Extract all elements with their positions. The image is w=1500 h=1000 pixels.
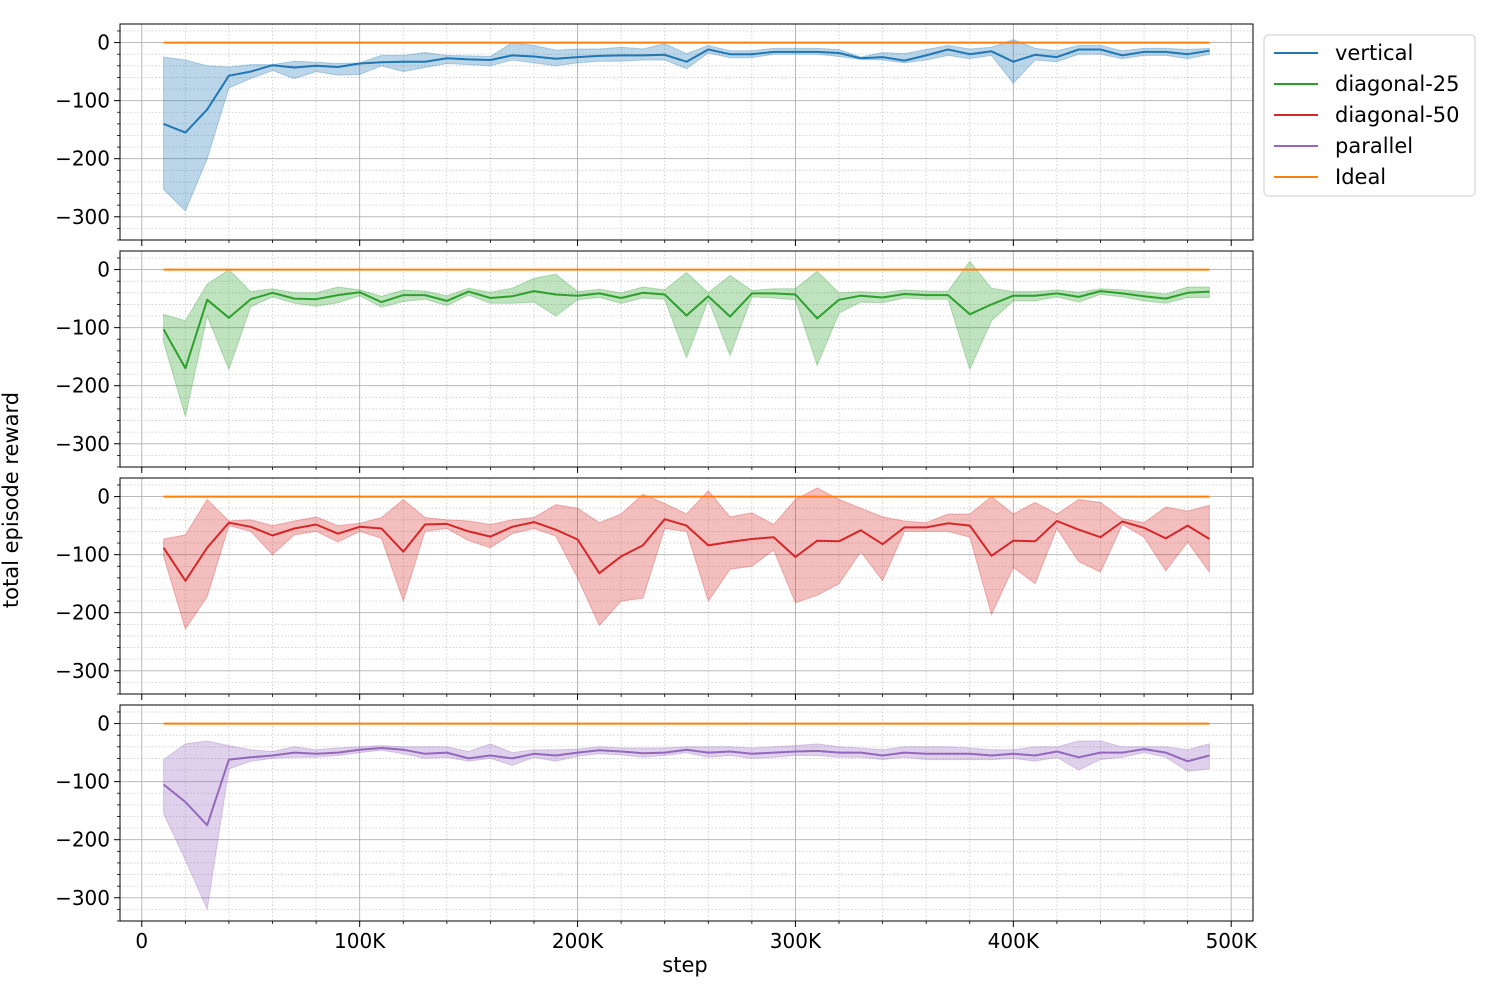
minor-grid <box>120 478 1253 695</box>
y-axis-label: total episode reward <box>0 392 23 608</box>
minor-grid <box>120 705 1253 922</box>
series-line-parallel <box>162 747 1210 827</box>
panel-frame <box>119 23 1254 241</box>
x-tick-label: 300K <box>770 929 822 953</box>
y-tick-label: 0 <box>97 31 110 55</box>
x-axis-label: step <box>662 953 707 977</box>
legend-label-vertical: vertical <box>1335 41 1413 65</box>
panel-frame <box>119 477 1254 695</box>
panel-diagonal-25: 0 −100 −200 −300 <box>55 250 1254 473</box>
y-tick-label: −100 <box>55 543 110 567</box>
y-tick-label: −300 <box>55 432 110 456</box>
y-tick-label: −300 <box>55 205 110 229</box>
y-tick-label: −300 <box>55 886 110 910</box>
panel-vertical: 0 −100 −200 −300 <box>55 23 1254 246</box>
minor-grid <box>120 251 1253 468</box>
x-tick-label: 400K <box>988 929 1040 953</box>
y-tick-label: −200 <box>55 147 110 171</box>
y-tick-label: −100 <box>55 89 110 113</box>
x-tick-label: 200K <box>552 929 604 953</box>
y-tick-label: 0 <box>97 712 110 736</box>
y-tick-label: 0 <box>97 485 110 509</box>
legend-box <box>1263 34 1476 197</box>
legend-label-Ideal: Ideal <box>1335 165 1386 189</box>
series-line-diagonal-50 <box>162 518 1210 582</box>
legend-label-diagonal-50: diagonal-50 <box>1335 103 1460 127</box>
y-tick-label: −100 <box>55 316 110 340</box>
panel-parallel: 0 −100 −200 −300 <box>55 704 1254 927</box>
band-diagonal-50 <box>163 487 1210 631</box>
legend-label-parallel: parallel <box>1335 134 1413 158</box>
series-line-diagonal-25 <box>162 290 1210 370</box>
chart-panels: 0−100−200−3000−100−200−3000−100−200−3000… <box>55 23 1254 927</box>
y-tick-label: 0 <box>97 258 110 282</box>
minor-grid <box>120 24 1253 241</box>
y-tick-label: −300 <box>55 659 110 683</box>
panel-frame <box>119 704 1254 922</box>
legend: vertical diagonal-25 diagonal-50 parallel Id… <box>1263 34 1476 197</box>
y-tick-label: −100 <box>55 770 110 794</box>
band-diagonal-25 <box>163 260 1210 417</box>
band-parallel <box>163 740 1210 912</box>
x-tick-label: 0 <box>135 929 148 953</box>
panel-frame <box>119 250 1254 468</box>
legend-label-diagonal-25: diagonal-25 <box>1335 72 1460 96</box>
y-tick-label: −200 <box>55 601 110 625</box>
x-tick-label: 100K <box>334 929 386 953</box>
series-line-vertical <box>163 48 1210 134</box>
major-grid <box>120 705 1253 921</box>
x-axis-tick-labels: 0 100K 200K 300K 400K 500K <box>135 929 1257 953</box>
y-tick-label: −200 <box>55 374 110 398</box>
y-tick-label: −200 <box>55 828 110 852</box>
x-tick-label: 500K <box>1206 929 1258 953</box>
panel-diagonal-50: 0 −100 −200 −300 <box>55 477 1254 700</box>
